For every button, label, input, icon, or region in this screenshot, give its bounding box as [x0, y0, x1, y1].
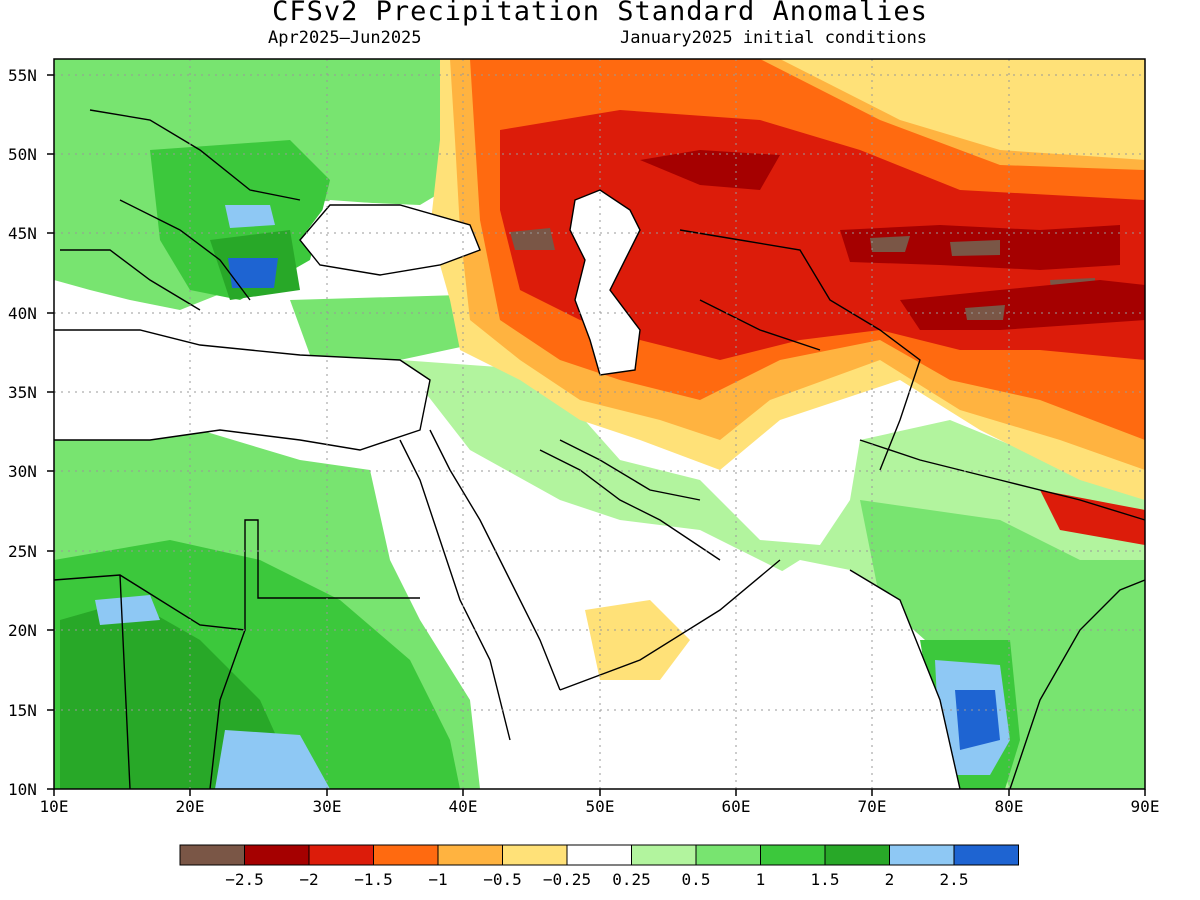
- latitude-labels: 10N 15N 20N 25N 30N 35N 40N 45N 50N 55N: [8, 66, 37, 799]
- caspian-coast: [569, 189, 641, 376]
- africa-borders: [54, 519, 420, 789]
- lon-label: 90E: [1131, 797, 1160, 816]
- lon-label: 70E: [858, 797, 887, 816]
- longitude-labels: 10E 20E 30E 40E 50E 60E 70E 80E 90E: [40, 797, 1160, 816]
- persian-gulf-coast: [539, 439, 721, 561]
- anomaly-region-tienshan-brown2: [950, 240, 1000, 256]
- lat-label: 35N: [8, 383, 37, 402]
- legend-label: 2: [885, 870, 895, 889]
- lat-label: 40N: [8, 304, 37, 323]
- india-coast: [849, 569, 1145, 789]
- red-sea-coast: [399, 429, 561, 741]
- lat-label: 30N: [8, 462, 37, 481]
- anomaly-region-africa-lightblue2: [95, 595, 160, 625]
- lat-label: 55N: [8, 66, 37, 85]
- forecast-period: Apr2025–Jun2025: [268, 28, 422, 48]
- anomaly-region-africa-lightblue: [215, 730, 330, 789]
- legend-label: 1.5: [811, 870, 840, 889]
- arabian-sea-mask: [510, 560, 960, 789]
- anomaly-region-caucasus-brown: [510, 228, 555, 250]
- legend-swatch: [889, 844, 955, 866]
- black-sea-coast: [299, 204, 481, 276]
- black-sea-mask: [300, 200, 480, 275]
- arabia-dry-patch: [585, 600, 690, 680]
- legend-swatch: [953, 844, 1019, 866]
- color-bar: −2.5 −2 −1.5 −1 −0.5 −0.25 0.25 0.5 1 1.5 2 2.5: [179, 844, 1019, 889]
- asia-borders: [679, 229, 1145, 521]
- lat-label: 20N: [8, 621, 37, 640]
- europe-borders: [60, 109, 301, 311]
- lon-label: 40E: [449, 797, 478, 816]
- legend-swatch: [244, 844, 310, 866]
- legend-label: −0.5: [483, 870, 522, 889]
- lon-label: 50E: [586, 797, 615, 816]
- map-title: CFSv2 Precipitation Standard Anomalies: [272, 0, 928, 27]
- gridlines: [54, 59, 1145, 789]
- caspian-sea-mask: [570, 190, 640, 375]
- anomaly-region-balkans-blue: [228, 258, 278, 288]
- legend-swatch: [695, 844, 761, 866]
- legend-label: −2.5: [225, 870, 264, 889]
- lat-label: 50N: [8, 145, 37, 164]
- tick-marks: [47, 74, 1146, 796]
- legend-swatch: [760, 844, 826, 866]
- anomaly-region-tienshan-brown: [870, 236, 910, 252]
- coastlines: [54, 109, 1145, 789]
- legend-label: −1: [428, 870, 447, 889]
- anomaly-region-europe-lightblue: [225, 205, 275, 228]
- legend-label: 1: [756, 870, 766, 889]
- lat-label: 45N: [8, 224, 37, 243]
- legend-swatch: [824, 844, 890, 866]
- anomaly-region-himalaya-red: [1040, 490, 1145, 545]
- legend-label: −1.5: [354, 870, 393, 889]
- anomaly-region-centralasia-darkred: [640, 150, 780, 190]
- lon-label: 80E: [995, 797, 1024, 816]
- anomaly-region-anatolia-green: [290, 295, 470, 360]
- legend-swatch: [179, 844, 245, 866]
- lon-label: 30E: [313, 797, 342, 816]
- legend-label: −0.25: [543, 870, 591, 889]
- legend-label: 2.5: [940, 870, 969, 889]
- legend-swatch: [373, 844, 439, 866]
- lat-label: 10N: [8, 780, 37, 799]
- legend-swatch: [566, 844, 632, 866]
- lon-label: 60E: [722, 797, 751, 816]
- legend-swatch: [502, 844, 568, 866]
- legend-swatch: [308, 844, 374, 866]
- lat-label: 25N: [8, 542, 37, 561]
- lat-label: 15N: [8, 701, 37, 720]
- anomaly-region-india-blue: [955, 690, 1000, 750]
- lon-label: 10E: [40, 797, 69, 816]
- legend-label: 0.25: [612, 870, 651, 889]
- anomaly-region-kunlun-darkred: [900, 280, 1145, 330]
- lon-label: 20E: [176, 797, 205, 816]
- legend-label: 0.5: [682, 870, 711, 889]
- legend-swatch: [631, 844, 697, 866]
- mediterranean-mask: [54, 330, 430, 450]
- legend-label: −2: [299, 870, 318, 889]
- anomaly-field: [54, 59, 1145, 789]
- legend-swatch: [437, 844, 503, 866]
- mediterranean-coast: [54, 329, 431, 451]
- initial-conditions: January2025 initial conditions: [620, 28, 928, 48]
